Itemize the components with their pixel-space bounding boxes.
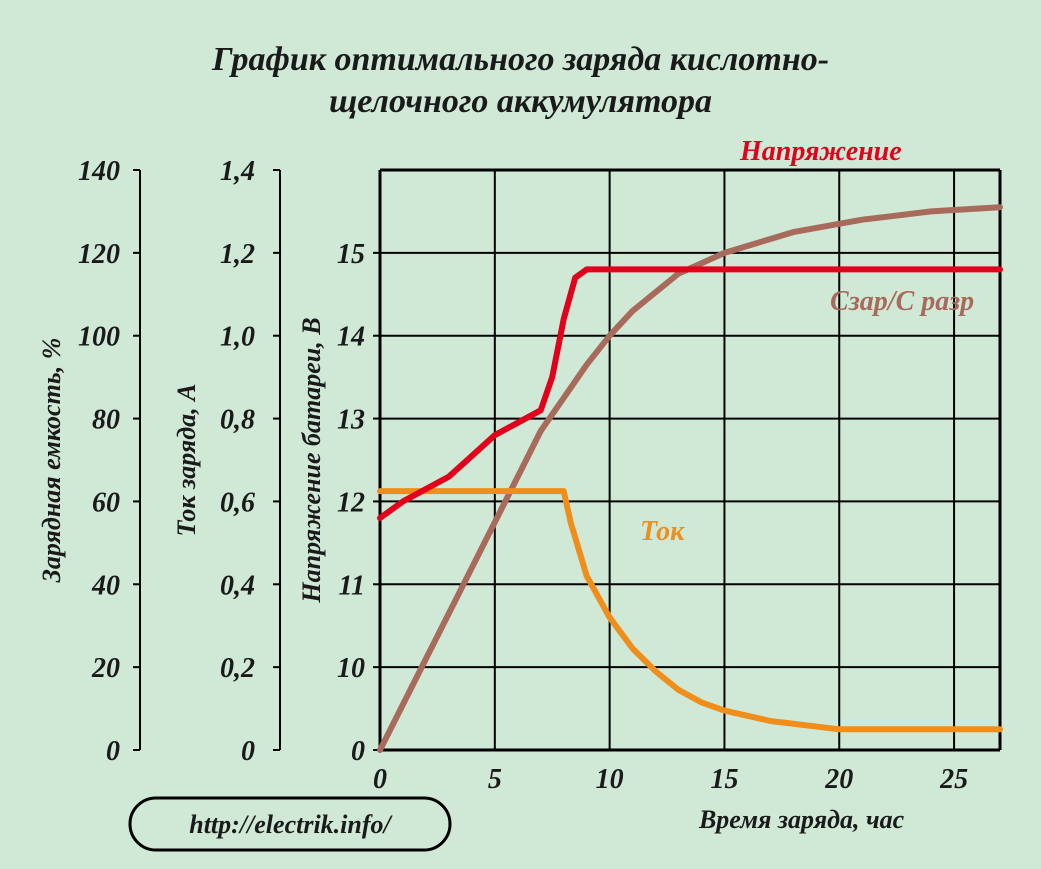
y2-tick: 13 xyxy=(337,405,365,436)
y1-tick: 0,6 xyxy=(220,487,255,518)
y0-tick: 140 xyxy=(78,156,120,187)
x-axis-label: Время заряда, час xyxy=(698,805,905,834)
y2-axis-label: Напряжение батареи, В xyxy=(297,317,326,603)
y1-tick: 1,4 xyxy=(220,156,255,187)
x-tick: 15 xyxy=(710,764,738,795)
y2-tick: 14 xyxy=(337,322,365,353)
y0-tick: 60 xyxy=(92,487,120,518)
current-label: Ток xyxy=(640,516,685,547)
y0-axis-label: Зарядная емкость, % xyxy=(37,338,66,584)
chart-title-line2: щелочного аккумулятора xyxy=(329,83,712,120)
y1-tick: 1,2 xyxy=(220,239,255,270)
x-tick: 25 xyxy=(939,764,968,795)
capacity-label: Сзар/С разр xyxy=(830,286,974,317)
y0-tick: 100 xyxy=(78,322,120,353)
y1-tick: 0,4 xyxy=(220,570,255,601)
y2-tick: 15 xyxy=(337,239,365,270)
y0-tick: 120 xyxy=(78,239,120,270)
x-tick: 10 xyxy=(596,764,624,795)
y0-tick: 40 xyxy=(91,570,120,601)
y1-tick: 0,2 xyxy=(220,653,255,684)
x-tick: 0 xyxy=(373,764,387,795)
y1-tick: 1,0 xyxy=(220,322,255,353)
source-url[interactable]: http://electrik.info/ xyxy=(189,810,393,839)
y1-tick: 0,8 xyxy=(220,405,255,436)
x-tick: 5 xyxy=(488,764,502,795)
y1-axis-label: Ток заряда, А xyxy=(172,383,201,536)
y0-tick: 80 xyxy=(92,405,120,436)
y2-tick: 11 xyxy=(339,570,365,601)
y0-tick: 0 xyxy=(106,736,120,767)
x-tick: 20 xyxy=(824,764,853,795)
chart-title-line1: График оптимального заряда кислотно- xyxy=(211,41,829,78)
y1-tick: 0 xyxy=(241,736,255,767)
y2-tick: 10 xyxy=(337,653,365,684)
y0-tick: 20 xyxy=(91,653,120,684)
voltage-label: Напряжение xyxy=(739,136,902,167)
y2-tick: 12 xyxy=(337,487,365,518)
y2-tick: 0 xyxy=(351,736,365,767)
